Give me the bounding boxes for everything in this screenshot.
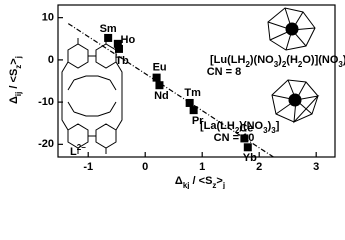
annotation-part: 3	[338, 60, 343, 69]
x-axis-label: Δkj / <Sz>j	[175, 175, 225, 189]
x-tick-label: 0	[142, 161, 148, 173]
annotation-part: 2	[282, 60, 287, 69]
annotation-part: L	[70, 146, 77, 158]
point-label: Sm	[100, 23, 117, 35]
annotation-part: 3	[263, 126, 268, 135]
annotation-part: )	[343, 54, 345, 66]
x-axis-label-part: j	[222, 181, 225, 189]
annotation: [La(LH2)(NO3)3]	[200, 120, 280, 135]
y-axis-label-part: j	[14, 56, 23, 59]
y-tick-label: -20	[38, 138, 54, 150]
annotation-part: [Lu(LH	[210, 54, 245, 66]
y-axis-label-part: ij	[14, 92, 23, 96]
annotation-part: CN = 10	[214, 132, 255, 144]
y-axis-label-part: / <S	[8, 69, 20, 92]
annotation-part: 2	[298, 60, 303, 69]
point-label: Tm	[184, 87, 201, 99]
y-tick-label: 0	[48, 54, 54, 66]
x-axis-label-part: / <S	[189, 175, 212, 187]
y-axis-label-part: z	[14, 65, 23, 69]
point	[104, 33, 113, 42]
annotation-part: 3	[274, 60, 279, 69]
x-tick-label: 2	[256, 161, 262, 173]
point	[113, 39, 122, 48]
point	[114, 44, 123, 53]
point-label: Ce	[239, 122, 253, 134]
annotation-part: )(NO	[239, 120, 263, 132]
annotation-part: [La(LH	[200, 120, 235, 132]
annotation-part: 3	[271, 126, 276, 135]
annotation: CN = 10	[214, 132, 255, 144]
point-label: Tb	[115, 55, 129, 67]
point	[152, 73, 161, 82]
x-axis-label-part: >	[216, 175, 222, 187]
annotation-part: CN = 8	[207, 66, 242, 78]
annotation-part: O)](NO	[302, 54, 338, 66]
annotation-part: 2	[235, 126, 240, 135]
cn10-polyhedron	[271, 79, 320, 124]
annotation-part: 2	[245, 60, 250, 69]
annotation-part: )	[278, 54, 282, 66]
point	[185, 98, 194, 107]
point	[243, 143, 252, 152]
point-label: Ho	[121, 34, 136, 46]
cn8-polyhedron	[267, 7, 316, 51]
y-axis-label-part: >	[8, 58, 20, 64]
point-label: Nd	[154, 90, 169, 102]
y-axis-label: Δij / <Sz>j	[8, 56, 23, 104]
y-tick-label: 10	[42, 12, 54, 24]
fit-line	[67, 23, 274, 158]
annotation: L2−	[70, 143, 86, 158]
annotation-part: (H	[286, 54, 298, 66]
point	[189, 106, 198, 115]
point-label: Eu	[153, 62, 167, 74]
point	[240, 134, 249, 143]
y-tick-label: -10	[38, 96, 54, 108]
x-tick-label: 3	[313, 161, 319, 173]
x-tick-label: -1	[83, 161, 93, 173]
annotation-part: 2−	[77, 143, 86, 152]
x-tick-label: 1	[199, 161, 205, 173]
point-label: Yb	[243, 152, 257, 164]
x-axis-label-part: z	[212, 181, 216, 189]
point	[155, 81, 164, 90]
annotation-part: )(NO	[250, 54, 274, 66]
plot-frame	[57, 4, 336, 158]
ligand-structure	[61, 38, 123, 154]
annotation-part: )	[268, 120, 272, 132]
y-axis-label-part: Δ	[8, 96, 20, 104]
annotation-part: ]	[276, 120, 280, 132]
annotation: [Lu(LH2)(NO3)2(H2O)](NO3)	[210, 54, 345, 69]
point-label: Pr	[192, 115, 204, 127]
annotation: CN = 8	[207, 66, 242, 78]
x-axis-label-part: Δ	[175, 175, 183, 187]
x-axis-label-part: kj	[183, 181, 190, 189]
